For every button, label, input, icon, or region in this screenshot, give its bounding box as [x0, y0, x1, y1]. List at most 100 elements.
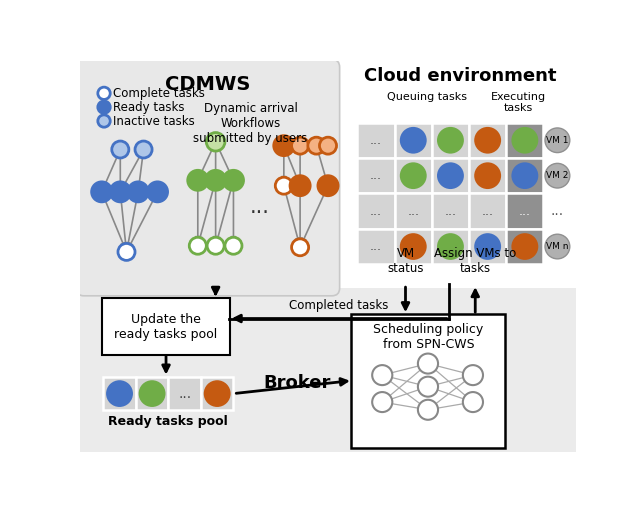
Bar	[358, 229, 395, 264]
Bar	[432, 158, 469, 194]
Bar	[168, 377, 201, 410]
Circle shape	[438, 234, 463, 259]
Text: ...: ...	[444, 205, 456, 217]
Circle shape	[372, 365, 392, 385]
Circle shape	[225, 237, 242, 254]
Circle shape	[135, 141, 152, 158]
Text: Cloud environment: Cloud environment	[364, 67, 556, 85]
Circle shape	[92, 182, 112, 202]
Bar	[469, 122, 506, 158]
Circle shape	[292, 137, 308, 154]
Bar	[103, 377, 136, 410]
Text: Assign VMs to
tasks: Assign VMs to tasks	[434, 247, 516, 275]
Circle shape	[401, 234, 426, 259]
Bar	[506, 229, 543, 264]
Circle shape	[418, 376, 438, 397]
Text: VM 1: VM 1	[546, 136, 569, 145]
Circle shape	[318, 176, 338, 196]
Bar	[80, 288, 576, 452]
Text: VM
status: VM status	[387, 247, 424, 275]
Circle shape	[207, 237, 224, 254]
Text: ...: ...	[519, 205, 531, 217]
Circle shape	[206, 133, 225, 151]
Circle shape	[476, 234, 500, 259]
Circle shape	[513, 234, 537, 259]
Text: CDMWS: CDMWS	[165, 75, 251, 94]
Text: ...: ...	[370, 205, 382, 217]
Circle shape	[205, 382, 230, 406]
Circle shape	[319, 137, 337, 154]
Circle shape	[275, 177, 292, 194]
Circle shape	[438, 128, 463, 152]
Circle shape	[223, 170, 244, 190]
Bar	[506, 122, 543, 158]
FancyBboxPatch shape	[351, 313, 506, 448]
Bar	[358, 158, 395, 194]
Circle shape	[545, 234, 570, 259]
Bar	[469, 229, 506, 264]
Text: Ready tasks pool: Ready tasks pool	[108, 415, 228, 428]
Bar	[358, 194, 395, 229]
Circle shape	[372, 392, 392, 412]
Text: Completed tasks: Completed tasks	[289, 299, 388, 312]
Circle shape	[107, 382, 132, 406]
Circle shape	[290, 176, 310, 196]
Circle shape	[476, 164, 500, 188]
Circle shape	[147, 182, 168, 202]
Circle shape	[98, 87, 110, 100]
Circle shape	[401, 128, 426, 152]
Text: ...: ...	[370, 134, 382, 147]
Text: ...: ...	[178, 387, 191, 401]
Bar	[358, 122, 395, 158]
Bar	[395, 122, 432, 158]
Circle shape	[292, 239, 308, 256]
Bar	[506, 194, 543, 229]
Circle shape	[308, 137, 325, 154]
Circle shape	[418, 400, 438, 420]
Circle shape	[128, 182, 148, 202]
Circle shape	[401, 164, 426, 188]
Circle shape	[438, 164, 463, 188]
Bar	[469, 158, 506, 194]
Bar	[469, 194, 506, 229]
FancyBboxPatch shape	[102, 298, 230, 355]
Bar	[432, 229, 469, 264]
Text: ...: ...	[250, 197, 269, 217]
Bar	[506, 158, 543, 194]
Text: Scheduling policy
from SPN-CWS: Scheduling policy from SPN-CWS	[373, 323, 483, 351]
Circle shape	[513, 128, 537, 152]
Text: Update the
ready tasks pool: Update the ready tasks pool	[115, 312, 218, 340]
Circle shape	[98, 101, 110, 113]
Circle shape	[188, 170, 208, 190]
Circle shape	[98, 115, 110, 127]
Circle shape	[112, 141, 129, 158]
Text: ...: ...	[407, 205, 419, 217]
Bar	[136, 377, 168, 410]
Text: Executing
tasks: Executing tasks	[491, 92, 546, 113]
Circle shape	[476, 128, 500, 152]
Text: ...: ...	[551, 204, 564, 218]
Bar	[395, 194, 432, 229]
Circle shape	[513, 164, 537, 188]
Circle shape	[110, 182, 131, 202]
Circle shape	[118, 243, 135, 261]
Circle shape	[205, 170, 226, 190]
Bar	[395, 229, 432, 264]
Circle shape	[463, 392, 483, 412]
Text: ...: ...	[370, 169, 382, 182]
Bar	[432, 122, 469, 158]
Bar	[201, 377, 234, 410]
Circle shape	[140, 382, 164, 406]
Circle shape	[463, 365, 483, 385]
Text: Complete tasks: Complete tasks	[113, 87, 205, 100]
Text: VM n: VM n	[546, 242, 569, 251]
FancyBboxPatch shape	[76, 59, 340, 296]
Text: Inactive tasks: Inactive tasks	[113, 114, 195, 128]
Text: Dynamic arrival
Workflows
submitted by users: Dynamic arrival Workflows submitted by u…	[193, 102, 308, 145]
Circle shape	[545, 128, 570, 152]
Circle shape	[274, 136, 294, 155]
Circle shape	[418, 354, 438, 373]
Circle shape	[189, 237, 206, 254]
Text: VM 2: VM 2	[546, 171, 568, 180]
Circle shape	[545, 164, 570, 188]
